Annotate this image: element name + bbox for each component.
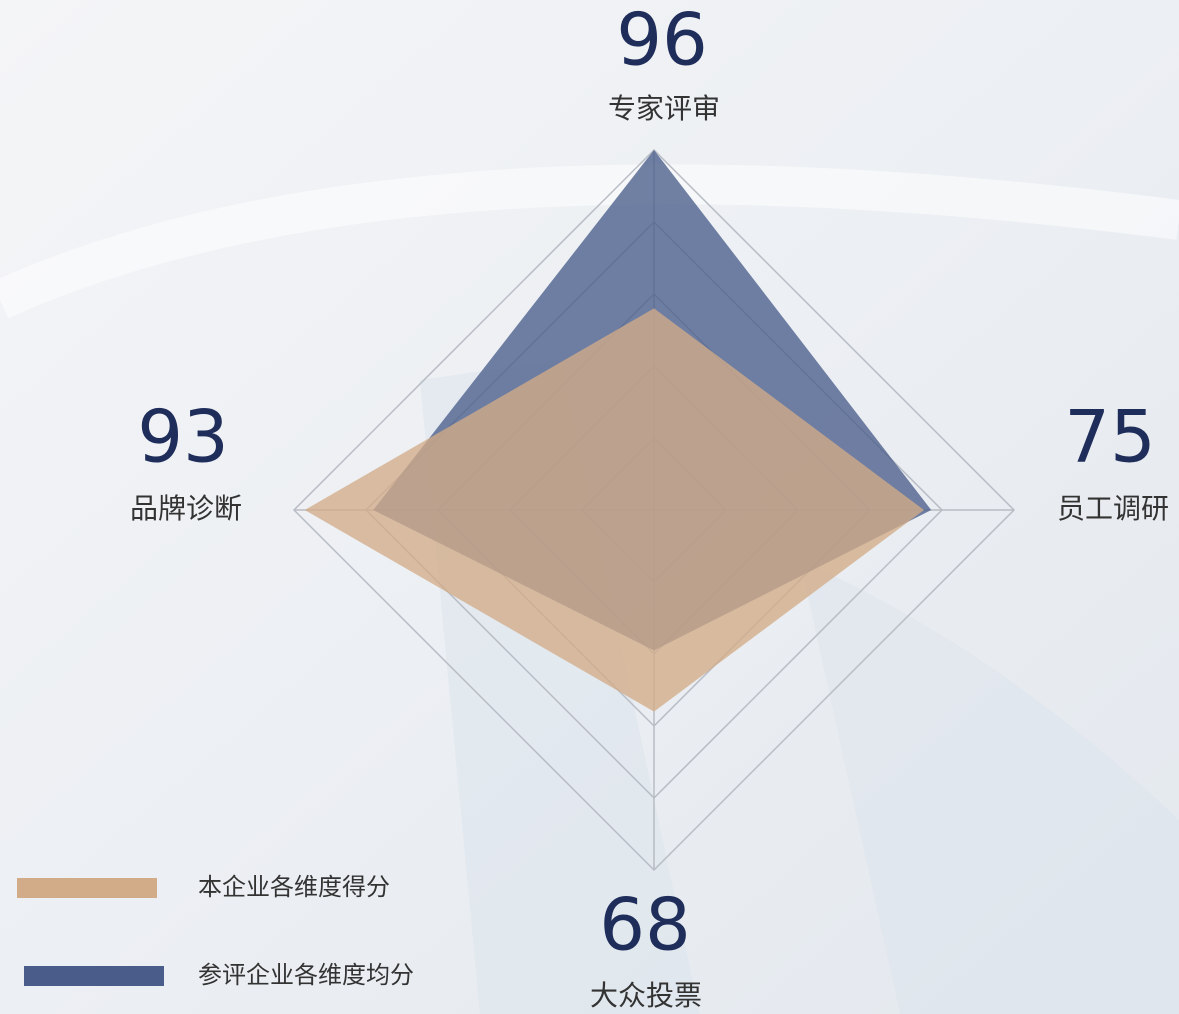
chart: 96 专家评审 75 员工调研 68 大众投票 93 品牌诊断本企业各维度得分参评企业各维度均… <box>0 0 1179 1014</box>
score-label: 96 <box>616 0 708 82</box>
score-label: 75 <box>1064 395 1156 479</box>
score-label: 68 <box>599 883 691 967</box>
category-label: 员工调研 <box>1057 492 1169 525</box>
score-label: 93 <box>137 395 229 479</box>
legend-swatch <box>24 966 164 986</box>
category-label: 专家评审 <box>608 92 720 125</box>
legend-swatch <box>17 878 157 898</box>
category-label: 大众投票 <box>590 979 702 1012</box>
legend-label: 参评企业各维度均分 <box>198 961 414 989</box>
legend-label: 本企业各维度得分 <box>198 873 390 901</box>
category-label: 品牌诊断 <box>130 492 242 525</box>
